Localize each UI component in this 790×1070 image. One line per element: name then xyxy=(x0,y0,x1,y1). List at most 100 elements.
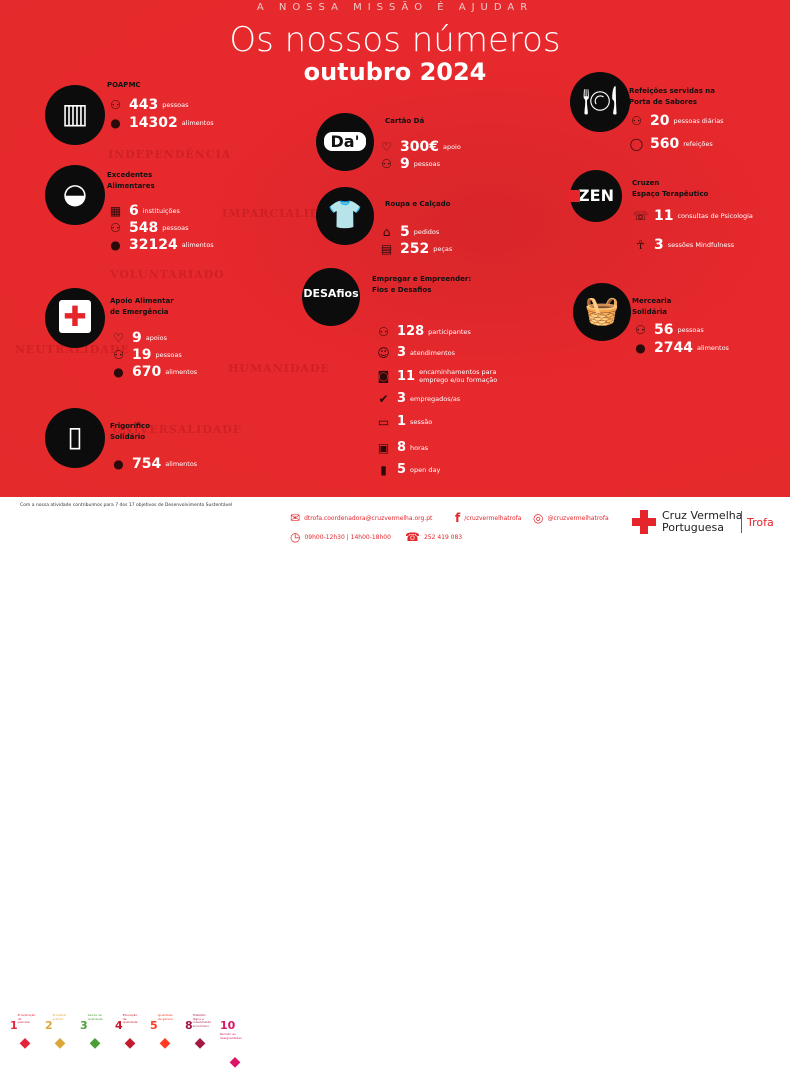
stat-value: 8 xyxy=(397,440,407,455)
sdg-title: Erradicação da pobreza xyxy=(17,1013,36,1024)
sdg-goal-10: 10Reduzir as desigualdades ◆ xyxy=(220,1014,250,1070)
page-title: Os nossos números xyxy=(229,20,561,60)
stat-row: ⌂ 5 pedidos xyxy=(378,224,440,240)
stat-row: ☥ 3 sessões Mindfulness xyxy=(632,237,734,253)
stat-value: 32124 xyxy=(129,237,178,253)
facebook-text: /cruzvermelhatrofa xyxy=(464,514,522,522)
email-link[interactable]: ✉ dtrofa.coordenadora@cruzvermelha.org.pt xyxy=(290,511,432,525)
stat-value: 3 xyxy=(397,391,407,406)
instagram-link[interactable]: ◎ @cruzvermelhatrofa xyxy=(533,511,609,525)
phone-icon: ☎ xyxy=(405,530,420,544)
stat-row: ▤ 252 peças xyxy=(378,241,452,257)
section-title-line: Solidário xyxy=(110,433,146,441)
desafios-logo-icon: DESAfios xyxy=(302,268,360,326)
stat-label: peças xyxy=(433,245,453,253)
opening-hours: ◷ 09h00-12h30 | 14h00-18h00 xyxy=(290,530,391,544)
section-title: Apoio Alimentar de Emergência xyxy=(110,296,174,318)
sdg-number: 3 xyxy=(80,1019,88,1032)
envelope-icon: ✉ xyxy=(290,511,301,525)
sdg-title: Saúde de qualidade xyxy=(87,1013,103,1021)
stat-row: ♡ 300€ apoio xyxy=(378,139,461,155)
stat-row: ⚇ 19 pessoas xyxy=(110,347,182,363)
plate-cutlery-icon: 🍽 xyxy=(570,72,630,132)
red-cross-bag-icon: ✚ xyxy=(59,300,91,333)
sdg-icon: ◆ xyxy=(159,1035,171,1051)
stat-row: ▦ 6 instituições xyxy=(107,203,180,219)
stat-row: ☺ 3 atendimentos xyxy=(375,345,455,360)
stat-label: alimentos xyxy=(181,119,214,127)
stat-row: ● 754 alimentos xyxy=(110,456,197,472)
stat-label: pessoas xyxy=(162,224,189,232)
section-title: Empregar e Empreender: Fios e Desafios xyxy=(372,274,471,296)
stat-label: atendimentos xyxy=(410,348,455,357)
stat-row: ⚇ 443 pessoas xyxy=(107,97,188,113)
stat-value: 670 xyxy=(132,364,162,380)
zen-logo-logo: ZEN xyxy=(578,186,614,205)
stat-value: 14302 xyxy=(129,115,178,131)
sdg-number: 2 xyxy=(45,1019,53,1032)
stat-label: empregados/as xyxy=(410,394,461,403)
people-icon: ⚇ xyxy=(110,98,121,112)
basket-heart-icon: 🧺 xyxy=(573,283,631,341)
people-icon: ⚇ xyxy=(378,324,389,339)
page-subtitle: outubro 2024 xyxy=(303,58,487,86)
stat-label: pessoas xyxy=(677,326,704,334)
section-title-line: Solidária xyxy=(632,308,667,316)
sdg-icon: ◆ xyxy=(19,1035,31,1051)
food-icon: ● xyxy=(113,457,124,471)
classroom-icon: ▣ xyxy=(377,440,390,455)
section-title-line: Excedentes xyxy=(107,171,153,179)
check-icon: ✔ xyxy=(378,391,389,406)
stat-label: pessoas xyxy=(162,101,189,109)
section-title-line: Fios e Desafios xyxy=(372,286,432,294)
facebook-icon: f xyxy=(455,511,461,525)
brand-name: Cruz Vermelha Portuguesa xyxy=(662,510,742,534)
people-icon: ⚇ xyxy=(635,323,646,337)
sdg-goal-2: 2Erradicar a fome ◆ xyxy=(45,1013,75,1051)
stat-label: participantes xyxy=(428,327,471,336)
stat-label: pessoas xyxy=(155,351,182,359)
sdg-goal-1: 1Erradicação da pobreza ◆ xyxy=(10,1013,40,1051)
stat-label: alimentos xyxy=(696,344,729,352)
section-title-line: Cruzen xyxy=(632,179,660,187)
people-icon: ⚇ xyxy=(113,348,124,362)
section-title: POAPMC xyxy=(107,80,141,91)
bowl-icon: ◒ xyxy=(62,177,88,210)
red-cross-bag-icon: ✚ xyxy=(45,288,105,348)
stat-row: ▮ 5 open day xyxy=(375,462,440,477)
stat-label: encaminhamentos para emprego e/ou formaç… xyxy=(419,368,498,384)
clothes-rack-icon: ▤ xyxy=(380,242,393,256)
stat-row: ⚇ 9 pessoas xyxy=(378,156,440,172)
section-title-line: Mercearia xyxy=(632,297,672,305)
stat-label: refeições xyxy=(683,140,713,148)
sdg-number: 5 xyxy=(150,1019,158,1032)
stat-row: ⚇ 56 pessoas xyxy=(632,322,704,338)
hand-heart-icon: ♡ xyxy=(381,140,392,154)
watermark: INDEPENDÊNCIA xyxy=(108,148,232,161)
building-icon: ▦ xyxy=(109,204,122,218)
stat-row: ⚇ 20 pessoas diárias xyxy=(628,113,723,129)
hanger-icon: ⌂ xyxy=(382,225,391,239)
stat-value: 20 xyxy=(650,113,670,129)
section-title-line: Espaço Terapêutico xyxy=(632,190,709,198)
watermark: NEUTRALIDADE xyxy=(15,343,130,356)
fridge-icon: ▯ xyxy=(67,420,83,453)
stat-label: open day xyxy=(410,465,441,474)
meeting-icon: ☺ xyxy=(377,345,390,360)
stat-label: alimentos xyxy=(181,241,214,249)
stat-value: 1 xyxy=(397,414,407,429)
sdg-title: Reduzir as desigualdades xyxy=(220,1032,242,1040)
food-basket-icon: ▥ xyxy=(45,85,105,145)
stat-value: 56 xyxy=(654,322,674,338)
poster: A NOSSA MISSÃO É AJUDAR Os nossos número… xyxy=(0,0,790,497)
sdg-number: 4 xyxy=(115,1019,123,1032)
clothes-icon: 👕 xyxy=(316,187,374,245)
stat-row: ▭ 1 sessão xyxy=(375,414,432,429)
email-text: dtrofa.coordenadora@cruzvermelha.org.pt xyxy=(304,514,433,522)
phone-link[interactable]: ☎ 252 419 083 xyxy=(405,530,462,544)
stat-value: 128 xyxy=(397,324,425,339)
brand-line: Portuguesa xyxy=(662,521,724,534)
stat-value: 443 xyxy=(129,97,159,113)
instagram-text: @cruzvermelhatrofa xyxy=(547,514,609,522)
facebook-link[interactable]: f/cruzvermelhatrofa xyxy=(455,511,521,525)
